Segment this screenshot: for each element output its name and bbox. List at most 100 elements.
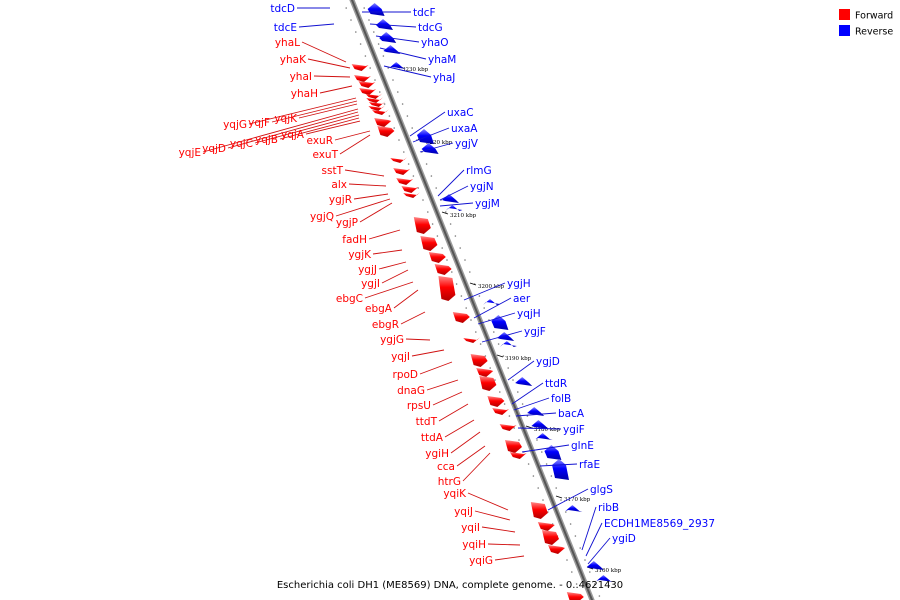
forward-gene-block[interactable] (377, 126, 395, 137)
gene-label-yqii[interactable]: yqiI (461, 522, 480, 534)
gene-label-ttdr[interactable]: ttdR (545, 378, 567, 390)
gene-label-dnag[interactable]: dnaG (397, 385, 425, 397)
gene-label-ebgc[interactable]: ebgC (336, 293, 363, 305)
forward-gene-block[interactable] (420, 236, 438, 251)
forward-gene-block[interactable] (372, 109, 389, 115)
gene-label-ygjh[interactable]: ygjH (507, 278, 531, 290)
forward-gene-block[interactable] (393, 168, 411, 175)
forward-gene-block[interactable] (566, 592, 584, 600)
forward-gene-block[interactable] (401, 186, 419, 193)
gene-label-yqjc[interactable]: yqjC (230, 138, 253, 150)
gene-label-tdce[interactable]: tdcE (274, 22, 297, 34)
gene-label-ygid[interactable]: ygiD (612, 533, 636, 545)
gene-label-yhal[interactable]: yhaL (275, 37, 300, 49)
gene-label-ygjp[interactable]: ygjP (336, 217, 358, 229)
gene-label-yqje[interactable]: yqjE (179, 147, 201, 159)
forward-gene-block[interactable] (351, 64, 369, 71)
forward-gene-block[interactable] (479, 376, 497, 391)
reverse-gene-block[interactable] (497, 332, 515, 341)
reverse-gene-block[interactable] (367, 3, 385, 16)
gene-label-uxaa[interactable]: uxaA (451, 123, 478, 135)
gene-label-sstt[interactable]: sstT (322, 165, 344, 177)
gene-label-ygjk[interactable]: ygjK (348, 249, 372, 261)
forward-gene-block[interactable] (358, 81, 376, 88)
gene-label-yqih[interactable]: yqiH (462, 539, 486, 551)
gene-label-yqjb[interactable]: yqjB (255, 134, 278, 146)
reverse-gene-block[interactable] (483, 299, 500, 305)
gene-label-yqjk[interactable]: yqjK (274, 113, 298, 125)
gene-label-ebgr[interactable]: ebgR (372, 319, 399, 331)
reverse-gene-block[interactable] (531, 420, 549, 429)
reverse-gene-block[interactable] (417, 129, 434, 144)
forward-gene-block[interactable] (396, 178, 414, 185)
reverse-gene-block[interactable] (499, 341, 517, 347)
reverse-gene-block[interactable] (552, 459, 569, 480)
forward-gene-block[interactable] (476, 368, 494, 377)
gene-label-tdcf[interactable]: tdcF (413, 7, 436, 19)
forward-gene-block[interactable] (537, 522, 555, 531)
gene-label-yqjh[interactable]: yqjH (517, 308, 541, 320)
forward-gene-block[interactable] (452, 312, 470, 323)
gene-label-folb[interactable]: folB (551, 393, 571, 405)
forward-gene-block[interactable] (487, 396, 505, 407)
forward-gene-block[interactable] (368, 105, 386, 111)
forward-gene-block[interactable] (542, 530, 559, 545)
gene-label-aer[interactable]: aer (513, 293, 531, 305)
forward-gene-block[interactable] (354, 75, 371, 82)
forward-gene-block[interactable] (403, 192, 421, 198)
reverse-gene-block[interactable] (535, 433, 553, 440)
forward-gene-block[interactable] (365, 93, 383, 99)
gene-label-ecdh1me8569-2937[interactable]: ECDH1ME8569_2937 (604, 518, 715, 530)
gene-label-yqji[interactable]: yqjI (391, 351, 410, 363)
gene-label-ygji[interactable]: ygjI (361, 278, 380, 290)
reverse-gene-block[interactable] (596, 575, 614, 582)
gene-label-rpod[interactable]: rpoD (393, 369, 419, 381)
gene-label-ebga[interactable]: ebgA (365, 303, 393, 315)
gene-label-cca[interactable]: cca (437, 461, 455, 473)
gene-label-htrg[interactable]: htrG (438, 476, 461, 488)
gene-label-yqjg[interactable]: yqjG (223, 119, 247, 131)
reverse-gene-block[interactable] (442, 194, 459, 203)
forward-gene-block[interactable] (438, 276, 456, 301)
gene-label-rlmg[interactable]: rlmG (466, 165, 492, 177)
gene-label-ygjq[interactable]: ygjQ (310, 211, 334, 223)
reverse-gene-block[interactable] (527, 407, 545, 416)
gene-label-tdcg[interactable]: tdcG (418, 22, 443, 34)
gene-label-yqjf[interactable]: yqjF (248, 117, 270, 129)
gene-label-yhah[interactable]: yhaH (291, 88, 318, 100)
gene-label-rpsu[interactable]: rpsU (407, 400, 431, 412)
gene-label-rfae[interactable]: rfaE (579, 459, 600, 471)
forward-gene-block[interactable] (505, 440, 522, 453)
gene-label-ygjm[interactable]: ygjM (475, 198, 500, 210)
gene-label-yqja[interactable]: yqjA (281, 129, 305, 141)
forward-gene-block[interactable] (509, 452, 527, 459)
reverse-gene-block[interactable] (565, 505, 583, 512)
gene-label-ygif[interactable]: ygiF (563, 424, 585, 436)
gene-label-yham[interactable]: yhaM (428, 54, 456, 66)
forward-gene-block[interactable] (434, 264, 452, 275)
gene-label-baca[interactable]: bacA (558, 408, 585, 420)
gene-label-ribb[interactable]: ribB (598, 502, 619, 514)
gene-label-glgs[interactable]: glgS (590, 484, 613, 496)
gene-label-exur[interactable]: exuR (307, 135, 333, 147)
reverse-gene-block[interactable] (544, 445, 562, 460)
gene-label-exut[interactable]: exuT (312, 149, 338, 161)
forward-gene-block[interactable] (463, 337, 481, 343)
gene-label-ygjj[interactable]: ygjJ (358, 264, 377, 276)
gene-label-yqik[interactable]: yqiK (443, 488, 467, 500)
forward-gene-block[interactable] (548, 545, 565, 554)
forward-gene-block[interactable] (374, 118, 392, 127)
gene-label-fadh[interactable]: fadH (342, 234, 367, 246)
reverse-gene-block[interactable] (421, 143, 439, 154)
gene-label-yqjd[interactable]: yqjD (202, 143, 226, 155)
forward-gene-block[interactable] (366, 97, 384, 103)
forward-gene-block[interactable] (368, 101, 386, 107)
gene-label-tdcd[interactable]: tdcD (270, 3, 295, 15)
reverse-gene-block[interactable] (389, 62, 407, 69)
gene-label-ttda[interactable]: ttdA (421, 432, 444, 444)
gene-label-yhak[interactable]: yhaK (280, 54, 307, 66)
gene-label-ttdt[interactable]: ttdT (416, 416, 438, 428)
forward-gene-block[interactable] (530, 502, 548, 519)
reverse-gene-block[interactable] (515, 377, 533, 386)
gene-label-yqij[interactable]: yqiJ (454, 506, 473, 518)
